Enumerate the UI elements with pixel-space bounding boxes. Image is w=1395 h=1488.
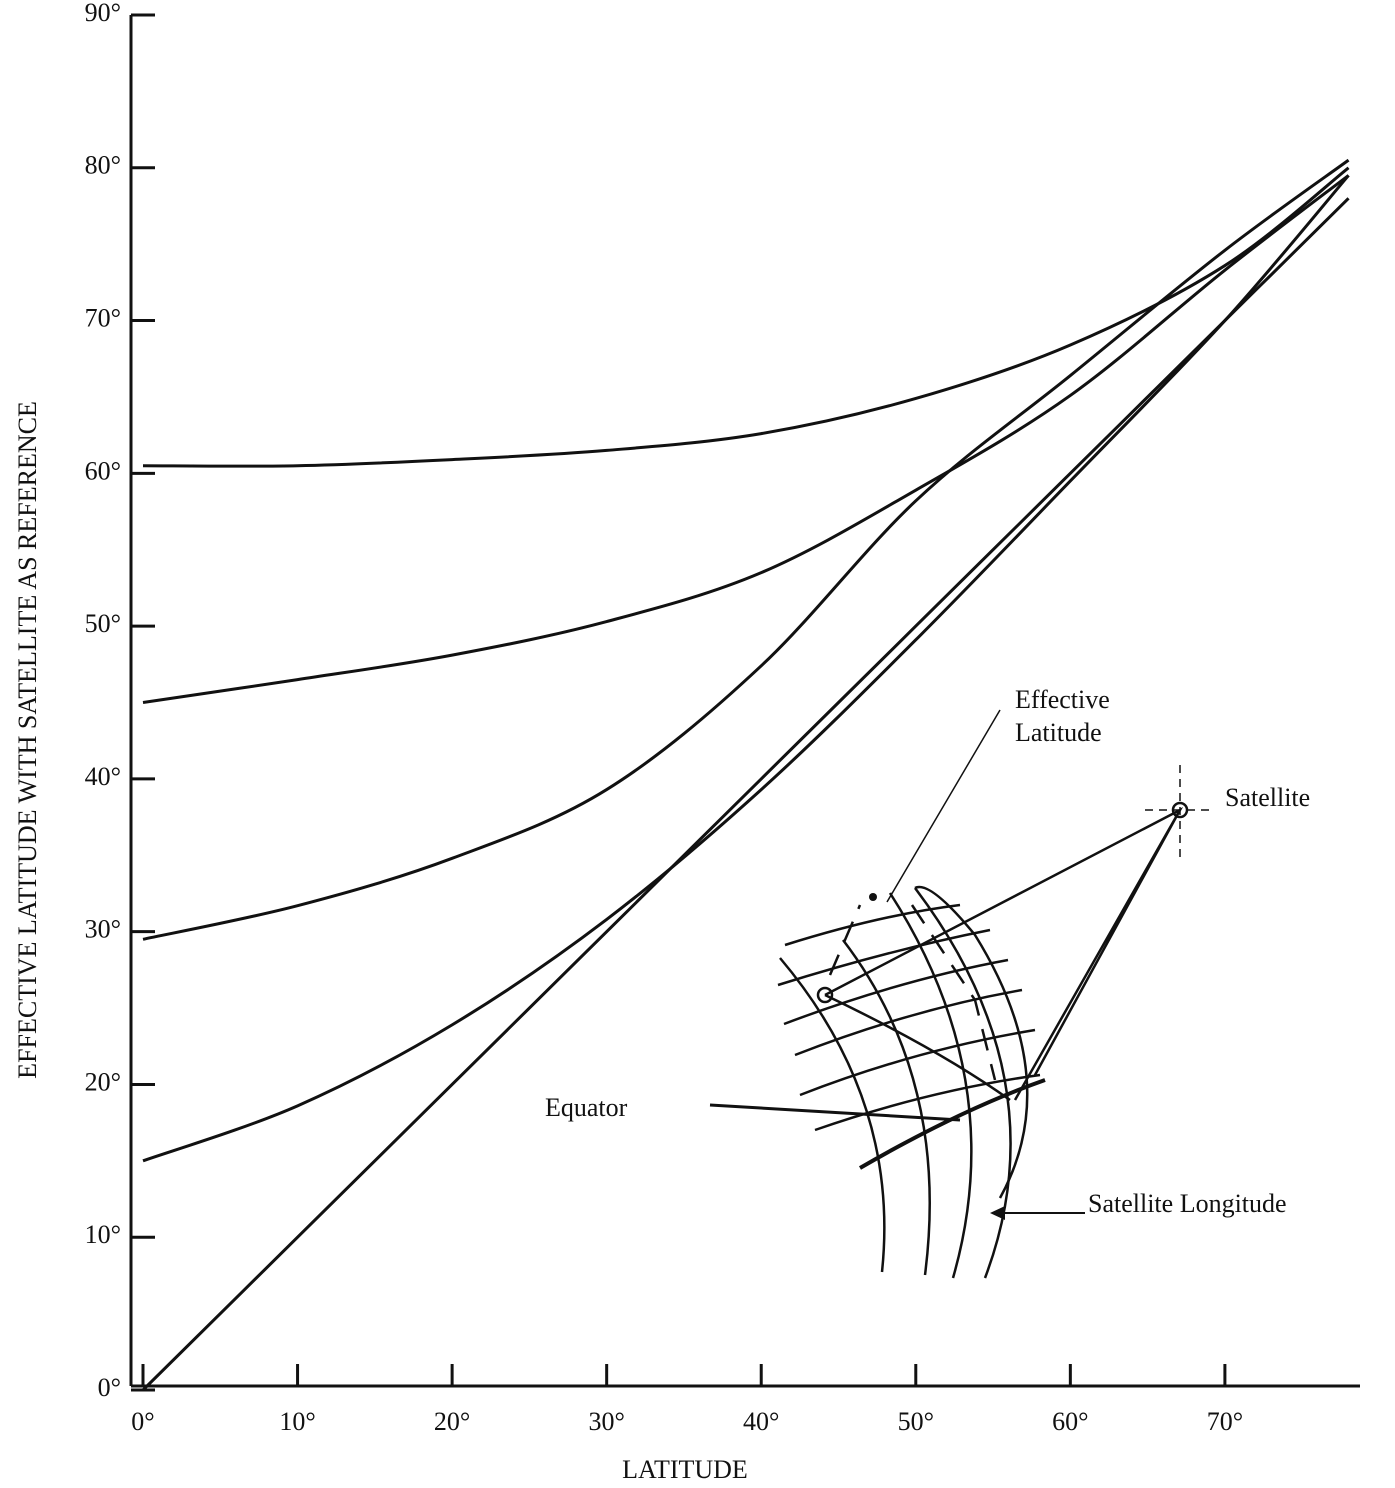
curve xyxy=(143,160,1349,939)
chart: LATITUDE EFFECTIVE LATITUDE WITH SATELLI… xyxy=(0,0,1395,1488)
y-tick-label: 10° xyxy=(85,1220,121,1249)
y-tick-label: 0° xyxy=(98,1373,121,1402)
y-tick-label: 30° xyxy=(85,915,121,944)
annotation: Satellite xyxy=(1225,783,1310,812)
x-tick-label: 60° xyxy=(1052,1407,1088,1436)
x-tick-label: 40° xyxy=(743,1407,779,1436)
y-tick-label: 60° xyxy=(85,456,121,485)
x-axis-label: LATITUDE xyxy=(622,1455,748,1484)
curve xyxy=(143,175,1349,1160)
y-tick-label: 40° xyxy=(85,762,121,791)
x-tick-label: 10° xyxy=(279,1407,315,1436)
x-tick-label: 0° xyxy=(131,1407,154,1436)
y-tick-label: 70° xyxy=(85,304,121,333)
y-axis-label: EFFECTIVE LATITUDE WITH SATELLITE AS REF… xyxy=(13,401,42,1079)
x-tick-label: 70° xyxy=(1207,1407,1243,1436)
annotation: Effective xyxy=(1015,685,1110,714)
annotation: Equator xyxy=(545,1093,628,1122)
y-tick-label: 80° xyxy=(85,151,121,180)
x-tick-label: 20° xyxy=(434,1407,470,1436)
y-tick-label: 20° xyxy=(85,1067,121,1096)
x-tick-label: 50° xyxy=(898,1407,934,1436)
curve xyxy=(143,175,1349,702)
x-tick-label: 30° xyxy=(588,1407,624,1436)
y-tick-label: 50° xyxy=(85,609,121,638)
y-tick-label: 90° xyxy=(85,0,121,27)
annotation: Latitude xyxy=(1015,718,1102,747)
annotation: Satellite Longitude xyxy=(1088,1189,1287,1218)
